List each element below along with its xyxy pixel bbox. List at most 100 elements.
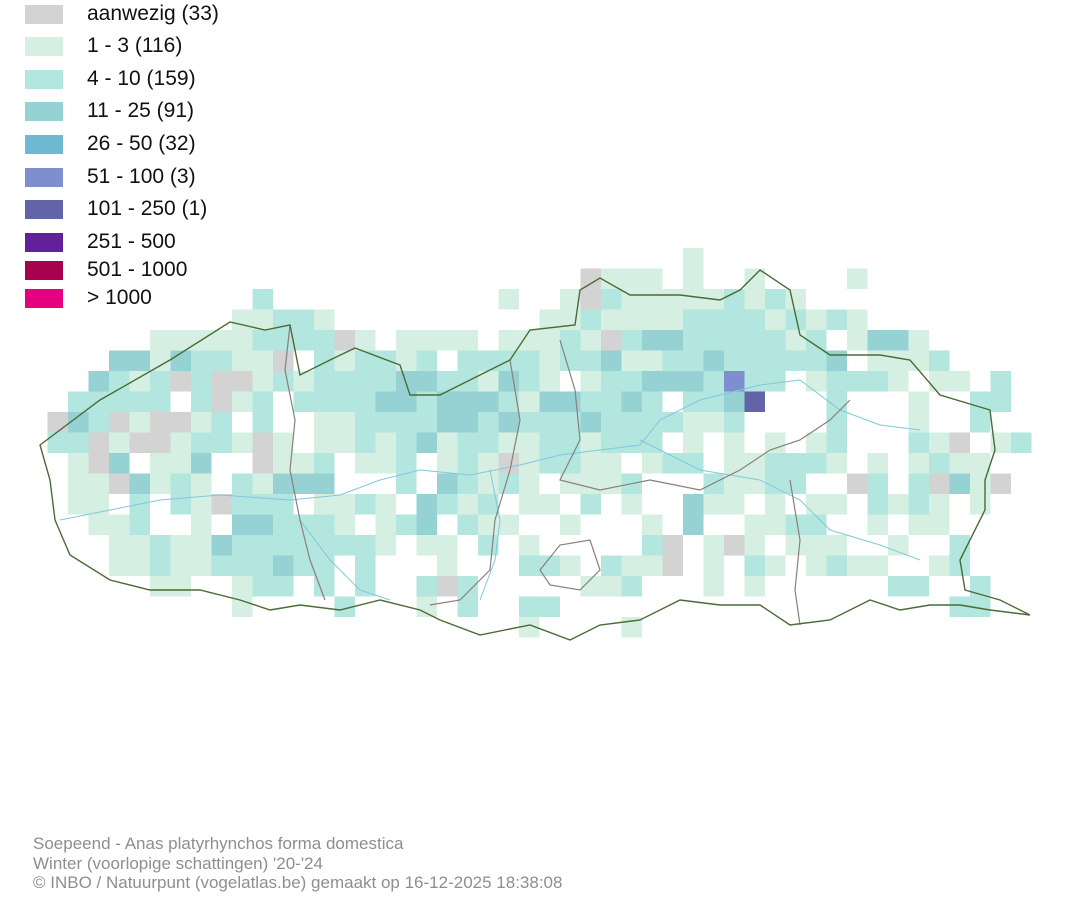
river-line xyxy=(799,379,921,431)
grid-cell xyxy=(334,412,355,433)
grid-cell xyxy=(191,371,212,392)
grid-cell xyxy=(355,330,376,351)
grid-cell xyxy=(621,412,642,433)
legend-swatch xyxy=(25,37,63,56)
grid-cell xyxy=(273,494,294,515)
grid-cell xyxy=(211,555,232,576)
grid-cell xyxy=(908,432,929,453)
grid-cell xyxy=(293,371,314,392)
grid-cell xyxy=(232,473,253,494)
grid-cell xyxy=(580,268,601,289)
grid-cell xyxy=(580,330,601,351)
grid-cell xyxy=(908,514,929,535)
grid-cell xyxy=(150,350,171,371)
grid-cell xyxy=(724,453,745,474)
grid-cell xyxy=(744,350,765,371)
grid-cell xyxy=(970,473,991,494)
grid-cell xyxy=(847,555,868,576)
legend-item: aanwezig (33) xyxy=(25,2,325,26)
grid-cell xyxy=(683,371,704,392)
grid-cell xyxy=(703,535,724,556)
grid-cell xyxy=(437,494,458,515)
grid-cell xyxy=(232,596,253,617)
grid-cell xyxy=(314,453,335,474)
grid-cell xyxy=(416,514,437,535)
grid-cell xyxy=(560,473,581,494)
grid-cell xyxy=(929,453,950,474)
grid-cell xyxy=(191,473,212,494)
grid-cell xyxy=(683,514,704,535)
legend-label: 26 - 50 (32) xyxy=(87,132,196,155)
grid-cell xyxy=(785,473,806,494)
grid-cell xyxy=(211,535,232,556)
grid-cell xyxy=(929,514,950,535)
grid-cell xyxy=(724,494,745,515)
grid-cell xyxy=(232,555,253,576)
grid-cell xyxy=(252,289,273,310)
grid-cell xyxy=(539,350,560,371)
grid-cell xyxy=(703,330,724,351)
grid-cell xyxy=(744,391,765,412)
grid-cell xyxy=(826,309,847,330)
grid-cell xyxy=(949,555,970,576)
grid-cell xyxy=(826,494,847,515)
grid-cell xyxy=(211,330,232,351)
grid-cell xyxy=(355,432,376,453)
grid-cell xyxy=(457,432,478,453)
grid-cell xyxy=(314,555,335,576)
grid-cell xyxy=(129,350,150,371)
grid-cell xyxy=(519,535,540,556)
grid-cell xyxy=(519,473,540,494)
legend-item: 26 - 50 (32) xyxy=(25,132,325,156)
grid-cell xyxy=(437,412,458,433)
legend-item: 101 - 250 (1) xyxy=(25,197,325,221)
grid-cell xyxy=(314,391,335,412)
grid-cell xyxy=(826,432,847,453)
grid-cell xyxy=(396,350,417,371)
grid-cell xyxy=(744,268,765,289)
grid-cell xyxy=(642,535,663,556)
grid-cell xyxy=(334,514,355,535)
grid-cell xyxy=(457,494,478,515)
grid-cell xyxy=(170,453,191,474)
species-title: Soepeend - Anas platyrhynchos forma dome… xyxy=(33,834,404,853)
grid-cell xyxy=(580,432,601,453)
river-line xyxy=(639,439,921,561)
grid-cell xyxy=(334,596,355,617)
grid-cell xyxy=(847,330,868,351)
grid-cell xyxy=(765,371,786,392)
province-border xyxy=(789,479,801,626)
grid-cell xyxy=(908,412,929,433)
grid-cell xyxy=(211,494,232,515)
grid-cell xyxy=(88,453,109,474)
grid-cell xyxy=(293,391,314,412)
grid-cell xyxy=(375,412,396,433)
grid-cell xyxy=(744,453,765,474)
grid-cell xyxy=(826,391,847,412)
grid-cell xyxy=(375,453,396,474)
grid-cell xyxy=(970,596,991,617)
legend-swatch xyxy=(25,70,63,89)
grid-cell xyxy=(990,432,1011,453)
grid-cell xyxy=(662,453,683,474)
grid-cell xyxy=(355,535,376,556)
legend-label: aanwezig (33) xyxy=(87,2,219,25)
grid-cell xyxy=(785,289,806,310)
grid-cell xyxy=(642,514,663,535)
grid-cell xyxy=(949,453,970,474)
grid-cell xyxy=(88,514,109,535)
grid-cell xyxy=(662,371,683,392)
grid-cell xyxy=(68,412,89,433)
grid-cell xyxy=(478,514,499,535)
grid-cell xyxy=(498,473,519,494)
grid-cell xyxy=(396,371,417,392)
grid-cell xyxy=(211,412,232,433)
grid-cell xyxy=(826,412,847,433)
grid-cell xyxy=(355,453,376,474)
river-line xyxy=(299,519,391,601)
grid-cell xyxy=(109,391,130,412)
grid-cell xyxy=(826,535,847,556)
grid-cell xyxy=(416,350,437,371)
grid-cell xyxy=(888,330,909,351)
